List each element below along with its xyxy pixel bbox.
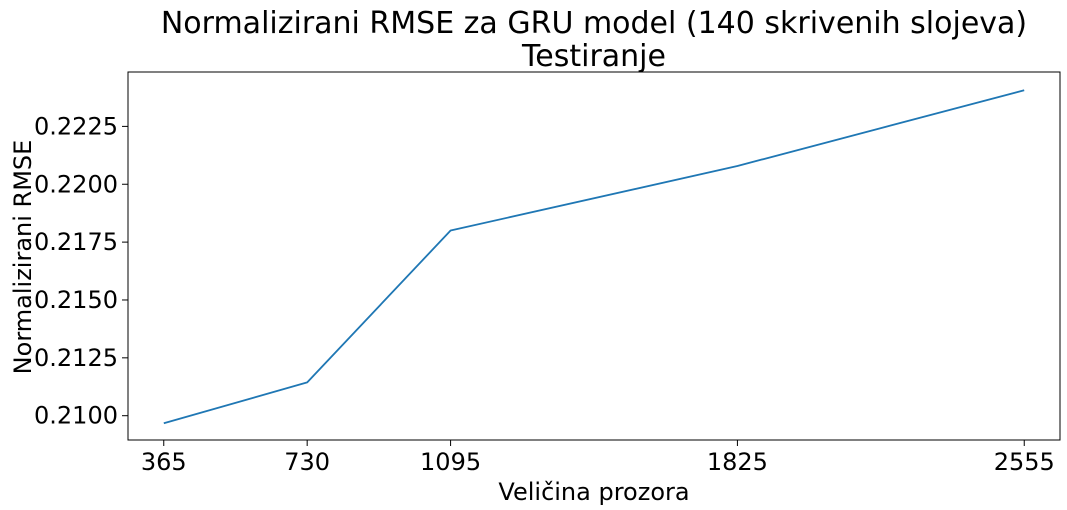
y-tick-label: 0.2225 [34, 112, 118, 140]
y-axis-label: Normalizirani RMSE [9, 140, 37, 375]
x-axis-label: Veličina prozora [498, 478, 689, 506]
x-tick-label: 365 [141, 448, 187, 476]
y-tick-label: 0.2125 [34, 344, 118, 372]
x-tick-label: 2555 [994, 448, 1055, 476]
y-tick-label: 0.2100 [34, 402, 118, 430]
series-line [163, 89, 1025, 425]
chart-subtitle: Testiranje [521, 39, 666, 74]
x-tick-label: 730 [284, 448, 330, 476]
plot-area: 365 730 1095 1825 2555 0.2100 0.2125 0.2150 0.21… [34, 71, 1061, 476]
chart-title: Normalizirani RMSE za GRU model (140 skr… [161, 6, 1027, 41]
x-tick-label: 1095 [420, 448, 481, 476]
y-tick-label: 0.2200 [34, 170, 118, 198]
x-tick-label: 1825 [707, 448, 768, 476]
plot-frame [127, 71, 1061, 441]
y-tick-label: 0.2175 [34, 228, 118, 256]
y-tick-label: 0.2150 [34, 286, 118, 314]
